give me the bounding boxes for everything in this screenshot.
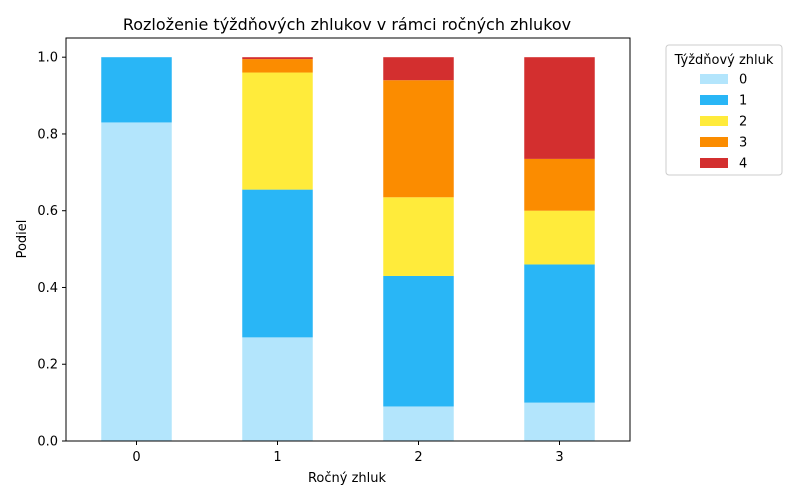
bar-cat-3-series-4 [524, 57, 595, 159]
bar-cat-3-series-2 [524, 210, 595, 265]
y-tick-label-0.4: 0.4 [37, 281, 58, 296]
bar-cat-1-series-4 [242, 57, 313, 60]
legend-swatch-2 [700, 116, 728, 126]
bar-cat-0-series-1 [101, 57, 172, 123]
bar-cat-3-series-1 [524, 264, 595, 403]
bar-cat-3-series-0 [524, 402, 595, 441]
legend-label-2: 2 [739, 115, 747, 130]
bar-cat-1-series-3 [242, 59, 313, 73]
y-tick-label-1.0: 1.0 [37, 51, 58, 66]
x-tick-label-1: 1 [273, 450, 281, 465]
legend: Týždňový zhluk 0 1 2 3 4 [665, 44, 783, 176]
y-axis-label: Podiel [15, 220, 30, 259]
legend-swatch-4 [700, 158, 728, 168]
bar-cat-1-series-2 [242, 72, 313, 190]
y-tick-label-0.0: 0.0 [37, 435, 58, 450]
y-tick-label-0.8: 0.8 [37, 127, 58, 142]
legend-title: Týždňový zhluk [674, 53, 774, 68]
bar-cat-2-series-0 [383, 406, 454, 441]
bar-cat-3-series-3 [524, 158, 595, 211]
bar-cat-2-series-3 [383, 80, 454, 198]
y-tick-label-0.6: 0.6 [37, 204, 58, 219]
bar-cat-0-series-0 [101, 122, 172, 441]
bar-cat-2-series-4 [383, 57, 454, 81]
x-tick-label-0: 0 [132, 450, 140, 465]
legend-label-0: 0 [739, 73, 747, 88]
x-axis-label: Ročný zhluk [308, 471, 387, 486]
legend-swatch-3 [700, 137, 728, 147]
bar-cat-2-series-2 [383, 197, 454, 276]
legend-label-4: 4 [739, 157, 747, 172]
bar-cat-2-series-1 [383, 275, 454, 407]
x-tick-label-3: 3 [555, 450, 563, 465]
legend-swatch-1 [700, 95, 728, 105]
plot-area: 0 1 2 3 0.0 0.2 0.4 0.6 0.8 1.0 [37, 37, 631, 465]
legend-frame [665, 44, 783, 176]
x-tick-label-2: 2 [414, 450, 422, 465]
axes-frame [65, 37, 631, 442]
y-tick-label-0.2: 0.2 [37, 358, 58, 373]
legend-swatch-0 [700, 74, 728, 84]
legend-label-3: 3 [739, 136, 747, 151]
legend-label-1: 1 [739, 94, 747, 109]
chart-title: Rozloženie týždňových zhlukov v rámci ro… [123, 15, 571, 34]
bar-cat-1-series-1 [242, 189, 313, 338]
bar-cat-1-series-0 [242, 337, 313, 441]
